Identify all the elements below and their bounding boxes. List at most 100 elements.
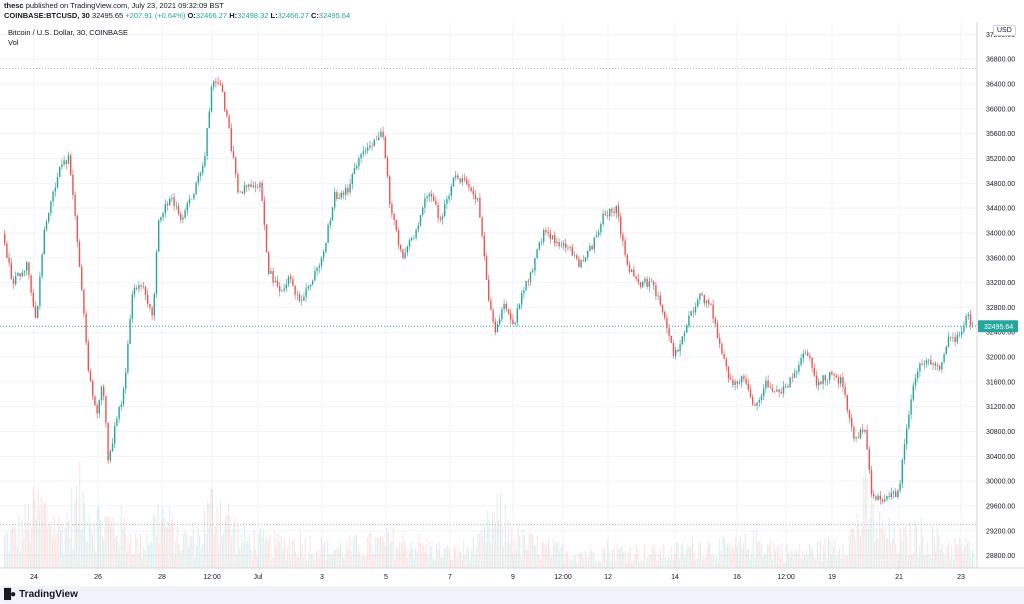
candle-body [538,242,540,250]
candle-body [723,354,725,359]
volume-bar [719,538,721,568]
volume-bar [204,510,205,568]
volume-bar [330,554,332,568]
volume-bar [900,528,901,568]
candle-body [301,300,303,301]
volume-bar [407,558,409,568]
candle-body [677,349,679,352]
candle-body [635,276,637,279]
volume-bar [472,537,474,568]
candle-body [661,304,664,312]
volume-bar [780,557,781,568]
volume-bar [21,518,23,568]
volume-bar [525,549,527,568]
high-value: 32498.32 [237,11,269,20]
volume-bar [936,527,938,568]
candle-body [527,281,529,282]
volume-bar [373,553,375,568]
volume-bar [316,551,317,568]
currency-badge[interactable]: USD [993,25,1016,36]
candle-body [958,334,961,336]
candle-body [934,363,936,366]
volume-bar [815,559,817,568]
volume-bar [770,540,772,568]
candle-body [815,375,818,386]
candle-body [584,257,587,262]
volume-bar [804,554,805,568]
candle-body [74,195,76,216]
close-value: 32495.64 [318,11,351,20]
candle-body [943,354,945,363]
volume-bar [552,539,554,568]
volume-bar [122,529,124,568]
time-tick-label: Jul [254,574,263,581]
candle-body [914,378,917,386]
volume-bar [466,545,468,568]
volume-bar [181,549,183,568]
candle-body [595,235,598,238]
volume-bar [13,522,15,568]
volume-bar [100,519,101,568]
candle-body [917,371,919,379]
candle-body [639,282,642,287]
time-tick-label: 12:00 [777,574,795,581]
volume-bar [445,547,447,568]
volume-bar [349,535,351,568]
candle-body [613,211,615,214]
time-axis[interactable]: 24 26 28 12:00 Jul 3 5 7 9 12:00 12 14 16 12:00 19 21 23 [30,574,965,581]
time-tick-label: 26 [94,574,102,581]
candle-body [675,349,677,356]
candle-body [402,249,404,259]
volume-bar [120,504,122,568]
time-tick-label: 12:00 [554,574,572,581]
candle-body [248,184,250,187]
candle-body [457,175,459,179]
candle-body [606,215,609,217]
candle-body [424,198,426,208]
volume-bar [64,528,66,568]
volume-bar [303,558,305,568]
candle-body [708,300,710,304]
volume-indicator-label[interactable]: Vol [8,38,19,47]
volume-bar [741,548,743,568]
candle-body [694,306,697,313]
tradingview-logo[interactable]: █● TradingView [4,589,78,600]
candle-body [217,82,219,84]
candle-body [972,324,974,326]
candle-body [382,131,384,138]
volume-bar [551,556,553,568]
candle-body [714,318,716,324]
volume-bar [503,546,505,568]
author-name[interactable]: thesc [4,1,24,10]
candle-body [144,286,147,295]
volume-bar [538,554,540,568]
volume-bar [968,541,970,568]
volume-bar [408,550,410,568]
candle-body [688,315,690,326]
volume-bar [39,508,41,568]
volume-bar [738,542,740,568]
candle-body [52,191,54,202]
candle-body [459,178,461,183]
volume-bar [84,501,85,568]
candle-body [419,215,422,226]
price-chart[interactable]: 37200.0036800.0036400.0036000.0035600.00… [0,22,1024,586]
price-axis[interactable]: 37200.0036800.0036400.0036000.0035600.00… [986,32,1015,560]
volume-bar [964,545,965,568]
volume-bar [916,523,917,568]
candle-body [76,215,78,242]
candle-body [840,377,842,384]
candle-body [472,191,474,195]
volume-bar [344,553,346,568]
volume-bar [506,541,508,568]
candle-body [81,266,83,290]
volume-bar [941,543,943,568]
volume-bar [546,543,548,568]
candle-body [875,496,877,500]
candle-body [351,173,353,185]
candle-body [439,217,441,220]
volume-bar [184,530,186,568]
volume-bar [948,541,949,568]
volume-bar [226,515,228,568]
volume-bar [368,533,370,568]
